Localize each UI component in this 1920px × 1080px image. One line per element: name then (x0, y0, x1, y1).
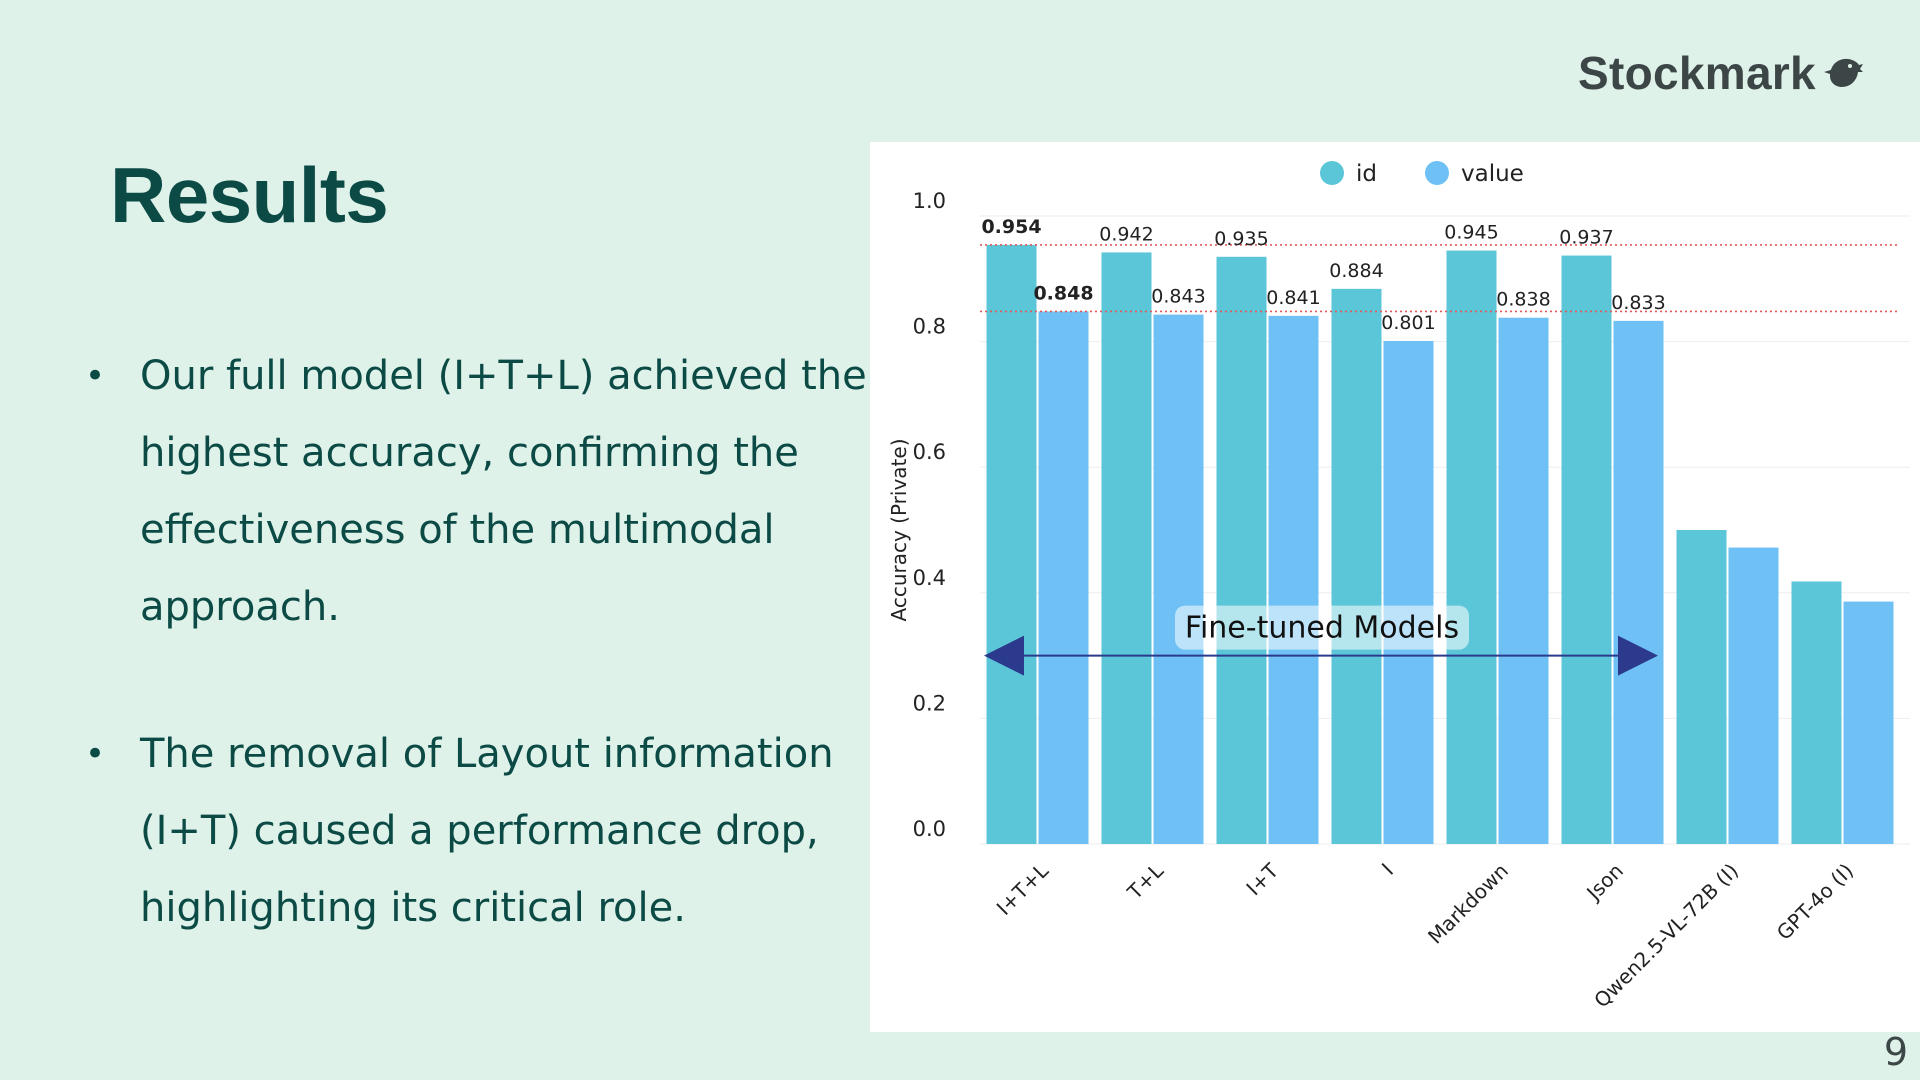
stockmark-bird-icon (1823, 58, 1863, 87)
data-label: 0.838 (1496, 289, 1550, 311)
bar-value (1383, 340, 1434, 844)
bar-value (1268, 315, 1319, 844)
x-tick-label: T+L (1122, 858, 1169, 905)
chart-panel: 0.0 0.2 0.4 0.6 0.8 1.0 Accuracy (Private) 0.95… (870, 142, 1920, 1032)
legend-marker-value (1425, 161, 1449, 185)
annotation-label: Fine-tuned Models (1185, 611, 1459, 646)
data-label: 0.841 (1266, 287, 1320, 309)
x-tick-label: GPT-4o (I) (1772, 859, 1858, 945)
bar-value (1728, 547, 1779, 844)
stockmark-logo: Stockmark (1578, 46, 1864, 100)
bullet-dot-icon: • (85, 356, 106, 396)
x-tick-label: I (1377, 859, 1398, 880)
bar-id (986, 244, 1037, 844)
data-label: 0.945 (1444, 222, 1498, 244)
logo-text: Stockmark (1578, 47, 1816, 99)
annotation-label-bg (1175, 605, 1469, 650)
bar-value (1498, 317, 1549, 845)
bar-id (1791, 581, 1842, 844)
legend-marker-id (1320, 161, 1344, 185)
bullet-item: • Our full model (I+T+L) achieved the hi… (85, 338, 875, 646)
y-axis-label: Accuracy (Private) (887, 439, 911, 622)
data-label: 0.937 (1559, 227, 1613, 249)
x-tick-label: Json (1580, 859, 1628, 907)
right-arrowhead-icon (1618, 635, 1658, 676)
data-label: 0.935 (1214, 228, 1268, 250)
data-label: 0.954 (981, 216, 1041, 238)
legend-label: id (1356, 161, 1377, 187)
y-tick-label: 0.2 (913, 691, 946, 715)
page-number: 9 (1883, 1030, 1908, 1074)
data-label: 0.833 (1611, 292, 1665, 314)
data-label: 0.942 (1099, 223, 1153, 245)
data-label: 0.801 (1381, 312, 1435, 334)
bar-id (1101, 252, 1152, 844)
y-tick-label: 0.0 (913, 817, 946, 841)
bar-chart: 0.0 0.2 0.4 0.6 0.8 1.0 Accuracy (Private) 0.95… (887, 161, 1910, 1012)
bar-value (1038, 311, 1089, 844)
bar-value (1613, 320, 1664, 845)
y-tick-label: 0.6 (913, 440, 946, 464)
y-tick-label: 1.0 (913, 189, 946, 213)
bar-id (1331, 288, 1382, 844)
slide-title: Results (110, 151, 389, 239)
y-tick-label: 0.8 (913, 315, 946, 339)
bar-id (1561, 255, 1612, 845)
bullet-dot-icon: • (85, 734, 106, 774)
left-arrowhead-icon (984, 635, 1024, 676)
data-label: 0.848 (1033, 282, 1093, 304)
x-tick-label: Markdown (1423, 859, 1513, 949)
bullet-item: • The removal of Layout information (I+T… (85, 716, 875, 947)
bar-id (1216, 256, 1267, 844)
x-tick-label: I+T (1241, 858, 1283, 900)
bar-id (1446, 250, 1497, 844)
legend-label: value (1461, 161, 1524, 187)
data-label: 0.843 (1151, 286, 1205, 308)
bar-id (1676, 530, 1727, 844)
bullet-text: The removal of Layout information (I+T) … (140, 731, 834, 931)
bullet-text: Our full model (I+T+L) achieved the high… (140, 353, 867, 630)
bar-value (1843, 601, 1894, 844)
bar-value (1153, 314, 1204, 844)
bullet-list: • Our full model (I+T+L) achieved the hi… (85, 338, 875, 1017)
x-tick-label: I+T+L (992, 858, 1054, 920)
y-tick-label: 0.4 (913, 566, 946, 590)
data-label: 0.884 (1329, 260, 1383, 282)
